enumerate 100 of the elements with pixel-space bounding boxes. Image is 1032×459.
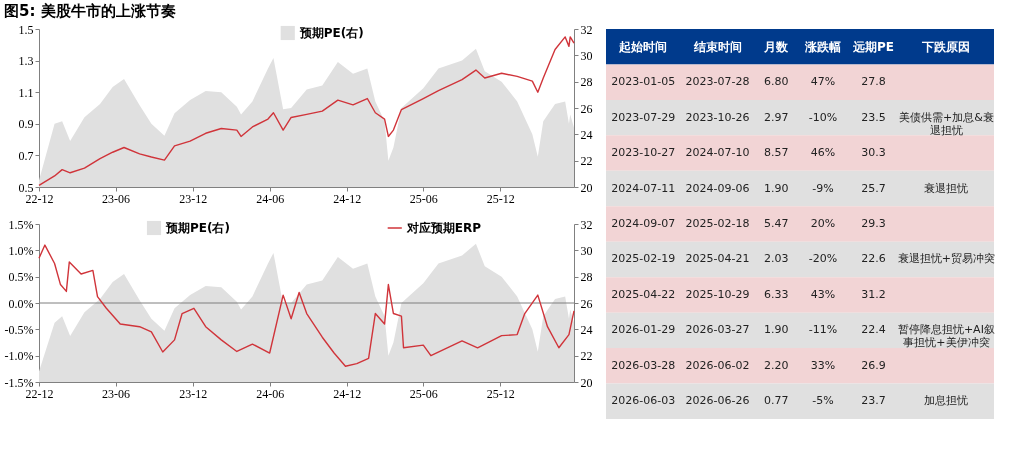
y-tick-label: 0.0% — [8, 296, 34, 311]
text: -9% — [812, 181, 834, 195]
y2-tick-label: 20 — [580, 180, 593, 195]
text: 26.9 — [861, 358, 886, 372]
x-tick-label: 25-12 — [486, 191, 515, 206]
y2-tick-label: 26 — [580, 101, 593, 116]
text: 退担忧 — [929, 123, 963, 137]
y-tick-label: -0.5% — [4, 322, 34, 337]
x-tick-label: 23-12 — [179, 386, 208, 401]
category-label: 下跌原因 — [921, 39, 971, 54]
text: 46% — [810, 146, 836, 160]
x-tick-label: 24-12 — [333, 386, 362, 401]
text: 20% — [810, 217, 836, 230]
y2-tick-label: 22 — [580, 349, 593, 364]
text: 2023-07-29 — [611, 110, 676, 124]
x-tick-label: 25-06 — [409, 191, 438, 206]
text: 2025-04-22 — [611, 287, 676, 301]
text: 2023-10-26 — [685, 110, 750, 124]
text: 2023-01-05 — [611, 75, 676, 89]
y-tick-label: 1.5% — [8, 217, 34, 232]
x-tick-label: 25-06 — [409, 386, 438, 401]
text: 29.3 — [861, 217, 886, 230]
y-tick-label: 1.3 — [18, 54, 34, 69]
text: 2.97 — [763, 110, 789, 124]
legend-label: 预期PE(右) — [298, 26, 364, 40]
y2-tick-label: 22 — [580, 154, 593, 169]
text: 2026-01-29 — [611, 323, 676, 337]
y-tick-label: 0.9 — [18, 117, 34, 132]
text: 2025-10-29 — [685, 287, 750, 301]
text: 1.90 — [763, 181, 789, 195]
y-tick-label: 0.7 — [18, 148, 34, 163]
text: 23.5 — [861, 110, 886, 124]
text: 美债供需+加息&衰 — [898, 110, 994, 124]
text: 2026-03-27 — [685, 323, 750, 337]
text: 2025-02-18 — [685, 217, 750, 230]
x-tick-label: 25-12 — [486, 386, 515, 401]
y-tick-label: 1.0% — [8, 243, 34, 258]
chart-title: 图5: 美股牛市的上涨节奏 — [4, 2, 176, 20]
x-tick-label: 24-06 — [256, 191, 285, 206]
text: 23.7 — [861, 394, 886, 408]
text: 衰退担忧+贸易冲突 — [897, 252, 995, 266]
text: 衰退担忧 — [924, 181, 969, 195]
text: 2025-04-21 — [685, 252, 750, 266]
text: 暂停降息担忧+AI叙 — [897, 323, 995, 337]
text: 27.8 — [861, 75, 886, 89]
y-tick-label: 1.5 — [18, 22, 34, 37]
text: 2024-07-10 — [685, 146, 750, 160]
y2-tick-label: 32 — [580, 217, 593, 232]
x-tick-label: 23-06 — [102, 386, 131, 401]
text: 6.33 — [763, 287, 789, 301]
legend-label: 对应预期ERP — [405, 221, 482, 235]
y2-tick-label: 24 — [580, 127, 593, 142]
y2-tick-label: 30 — [580, 48, 593, 63]
y2-tick-label: 30 — [580, 243, 593, 258]
text: 2026-06-02 — [685, 358, 750, 372]
text: 25.7 — [861, 181, 886, 195]
text: -11% — [808, 323, 838, 337]
text: 22.4 — [861, 323, 886, 337]
legend-label: 预期PE(右) — [165, 221, 230, 235]
text: 22.6 — [861, 252, 886, 266]
text: 2.20 — [763, 358, 789, 372]
x-tick-label: 24-12 — [333, 191, 362, 206]
text: 2024-09-06 — [685, 181, 750, 195]
text: 47% — [810, 75, 836, 89]
y2-tick-label: 24 — [580, 322, 593, 337]
text: 2026-06-26 — [685, 394, 750, 408]
category-label: 远期PE — [851, 39, 894, 54]
text: 1.90 — [763, 323, 789, 337]
text: -10% — [808, 110, 838, 124]
text: 2023-07-28 — [685, 75, 750, 89]
text: 2024-09-07 — [611, 217, 676, 230]
text: 2026-06-03 — [611, 394, 676, 408]
text: 事担忧+美伊冲突 — [903, 336, 990, 350]
y2-tick-label: 20 — [580, 375, 593, 390]
category-label: 涨跌幅 — [803, 39, 841, 54]
text: 31.2 — [861, 287, 886, 301]
text: 2025-02-19 — [611, 252, 676, 266]
text: 8.57 — [763, 146, 789, 160]
text: 6.80 — [763, 75, 789, 89]
text: 2024-07-11 — [611, 181, 676, 195]
category-label: 月数 — [763, 39, 790, 54]
text: 5.47 — [763, 217, 789, 230]
x-tick-label: 24-06 — [256, 386, 285, 401]
text: 30.3 — [861, 146, 886, 160]
text: -5% — [812, 394, 834, 408]
y2-tick-label: 32 — [580, 22, 593, 37]
y2-tick-label: 28 — [580, 75, 593, 90]
y-tick-label: 1.1 — [18, 85, 34, 100]
y-tick-label: 0.5% — [8, 270, 34, 285]
x-tick-label: 23-12 — [179, 191, 208, 206]
y2-tick-label: 26 — [580, 296, 593, 311]
text: 33% — [810, 358, 836, 372]
y-tick-label: -1.0% — [4, 349, 34, 364]
text: 2.03 — [763, 252, 789, 266]
text: -20% — [808, 252, 838, 266]
y2-tick-label: 28 — [580, 270, 593, 285]
text: 43% — [810, 287, 836, 301]
category-label: 结束时间 — [692, 39, 742, 54]
text: 0.77 — [763, 394, 789, 408]
text: 2023-10-27 — [611, 146, 676, 160]
